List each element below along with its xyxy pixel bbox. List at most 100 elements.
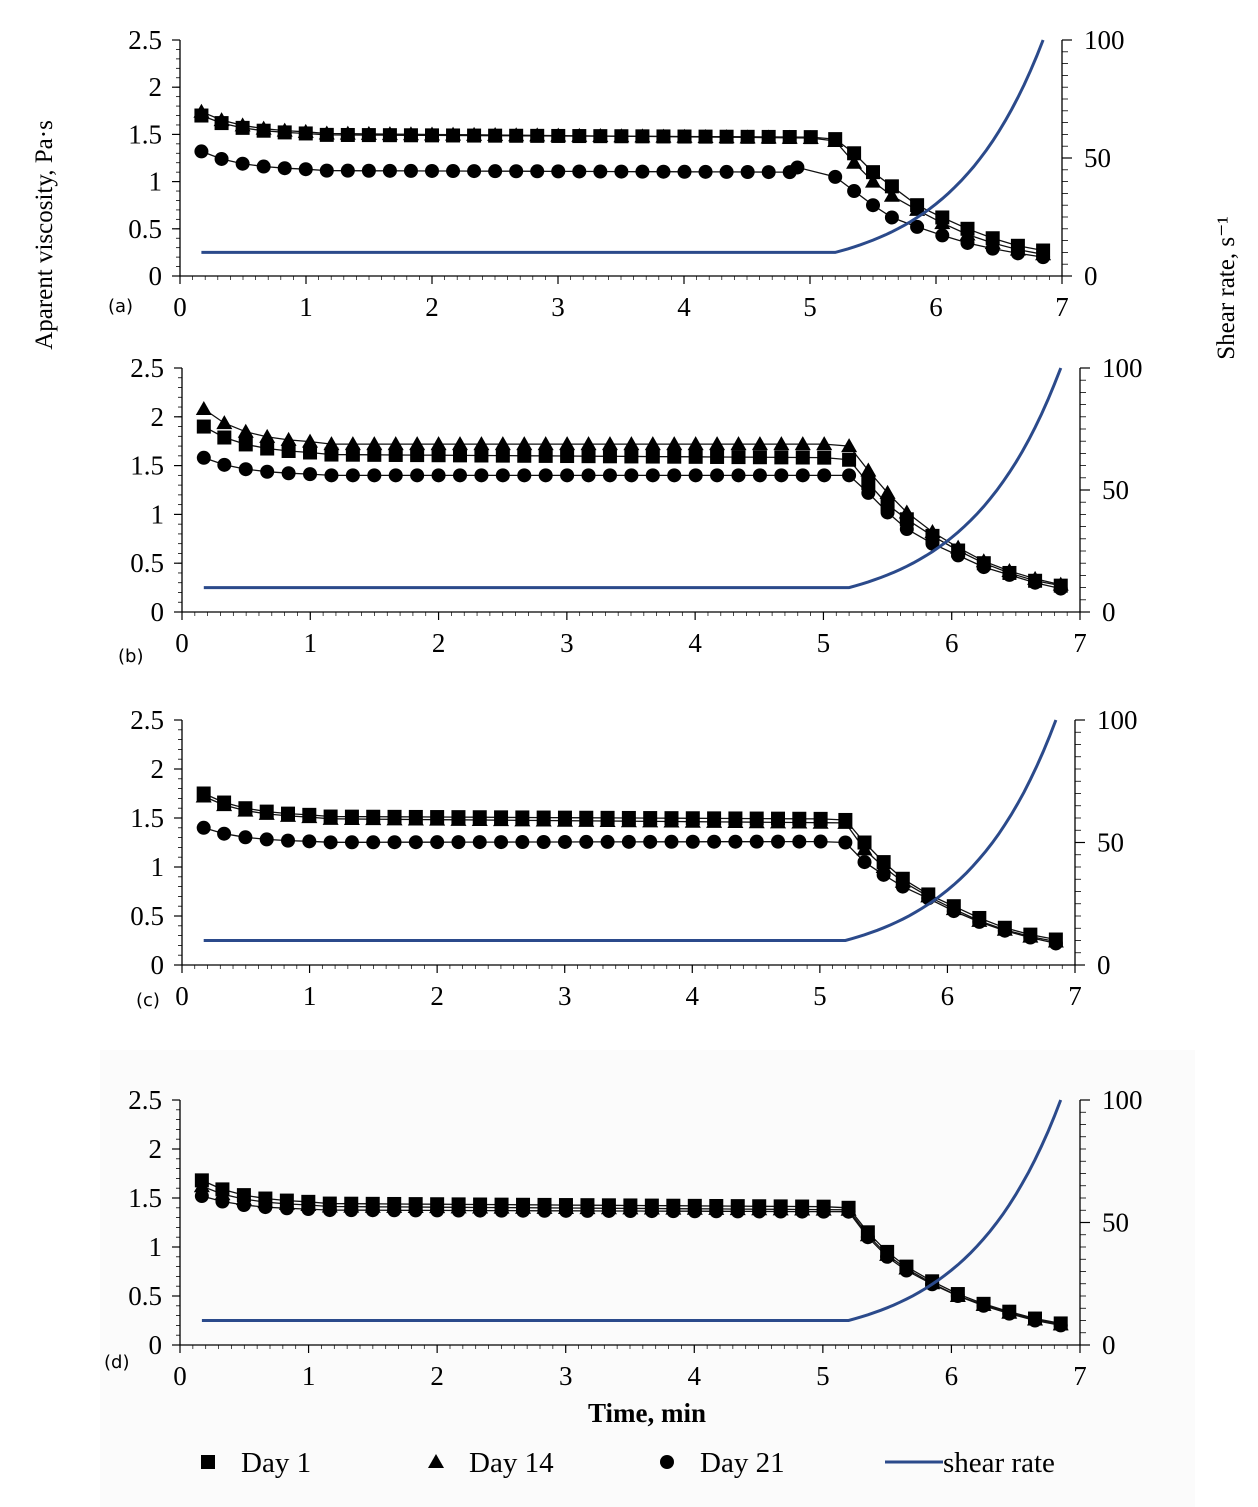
x-tick-label: 5 [817,628,831,658]
data-point-day-1 [731,450,746,465]
data-point-day-21 [430,835,445,850]
data-point-day-21 [1036,250,1051,265]
data-point-day-14 [195,400,212,415]
data-point-day-21 [664,834,679,849]
data-point-day-14 [297,123,314,138]
x-tick-label: 2 [432,628,446,658]
data-point-day-14 [193,103,210,118]
left-tick-label: 0.5 [128,1281,162,1311]
data-point-day-21 [752,1204,767,1219]
data-point-day-21 [728,834,743,849]
left-tick-label: 0.5 [130,901,164,931]
data-point-day-21 [495,468,510,483]
left-tick-label: 1 [151,499,165,529]
data-point-day-14 [213,112,230,127]
data-point-day-21 [196,820,211,835]
data-point-day-14 [529,127,546,142]
data-point-day-14 [494,436,511,451]
data-point-day-14 [318,125,335,140]
data-point-day-14 [535,812,552,827]
data-point-day-14 [280,431,297,446]
data-point-day-14 [365,811,382,826]
data-point-day-21 [509,164,524,179]
data-point-day-1 [866,165,880,180]
left-tick-label: 2 [151,402,165,432]
data-point-day-21 [749,834,764,849]
data-point-day-21 [488,164,503,179]
data-point-day-1 [474,448,489,463]
data-point-day-21 [408,1203,423,1218]
data-point-day-1 [495,448,510,463]
data-point-day-14 [409,436,426,451]
data-point-day-21 [472,835,487,850]
data-point-day-21 [537,1203,552,1218]
data-point-day-14 [709,436,726,451]
data-point-day-21 [323,835,338,850]
data-point-day-21 [847,184,862,199]
legend-label: Day 21 [700,1447,785,1479]
data-point-day-21 [408,835,423,850]
data-point-day-1 [602,449,617,464]
data-point-day-14 [760,129,777,144]
data-point-day-21 [656,164,671,179]
left-tick-label: 1.5 [128,119,162,149]
data-point-day-1 [281,443,296,458]
x-tick-label: 2 [430,1361,444,1391]
data-point-day-21 [752,468,767,483]
x-tick-label: 5 [816,1361,830,1391]
data-point-day-14 [898,504,915,519]
data-point-day-14 [706,813,723,828]
data-point-day-14 [445,126,462,141]
data-point-day-21 [194,1189,209,1204]
x-tick-label: 3 [551,292,565,322]
data-point-day-21 [451,835,466,850]
data-point-day-21 [884,210,899,225]
data-point-day-21 [709,1204,724,1219]
data-point-day-21 [623,1204,638,1219]
data-point-day-21 [1053,581,1068,596]
data-point-day-1 [710,449,725,464]
data-point-day-1 [667,449,682,464]
right-tick-label: 100 [1097,705,1138,735]
x-tick-label: 4 [677,292,691,322]
data-point-day-21 [719,164,734,179]
data-point-day-14 [430,436,447,451]
right-tick-label: 50 [1102,475,1129,505]
shear-rate-line [203,719,1058,942]
data-point-day-14 [644,436,661,451]
data-point-day-14 [339,125,356,140]
right-tick-label: 50 [1084,143,1111,173]
data-point-day-21 [516,1203,531,1218]
x-tick-label: 2 [425,292,439,322]
data-point-day-21 [1002,567,1017,582]
series-line-day-21 [203,457,1061,590]
data-point-day-21 [446,164,461,179]
data-point-day-21 [281,833,296,848]
data-point-day-14 [794,436,811,451]
data-point-day-21 [688,468,703,483]
data-point-day-21 [876,867,891,882]
x-tick-label: 1 [304,628,318,658]
data-point-day-21 [790,160,805,175]
data-point-day-14 [613,128,630,143]
series-line-day-14 [201,111,1044,255]
data-point-day-21 [761,165,776,180]
data-point-day-21 [644,1204,659,1219]
right-tick-label: 50 [1097,828,1124,858]
data-point-day-21 [236,1198,251,1213]
data-point-day-21 [530,164,545,179]
data-point-day-14 [424,126,440,141]
left-tick-label: 2.5 [128,1085,162,1115]
legend: Day 1 Day 14 Day 21 shear rate [201,1447,1055,1479]
data-point-day-14 [751,436,768,451]
right-tick-label: 0 [1084,261,1098,291]
series-line-day-21 [201,1195,1061,1327]
left-tick-label: 1 [149,167,163,197]
data-point-day-21 [302,834,317,849]
data-point-day-21 [215,1194,230,1209]
data-point-day-21 [1002,1306,1017,1321]
data-point-day-21 [946,904,961,919]
data-point-day-1 [752,450,767,465]
data-point-day-21 [950,1289,965,1303]
data-point-day-21 [1028,1313,1042,1328]
